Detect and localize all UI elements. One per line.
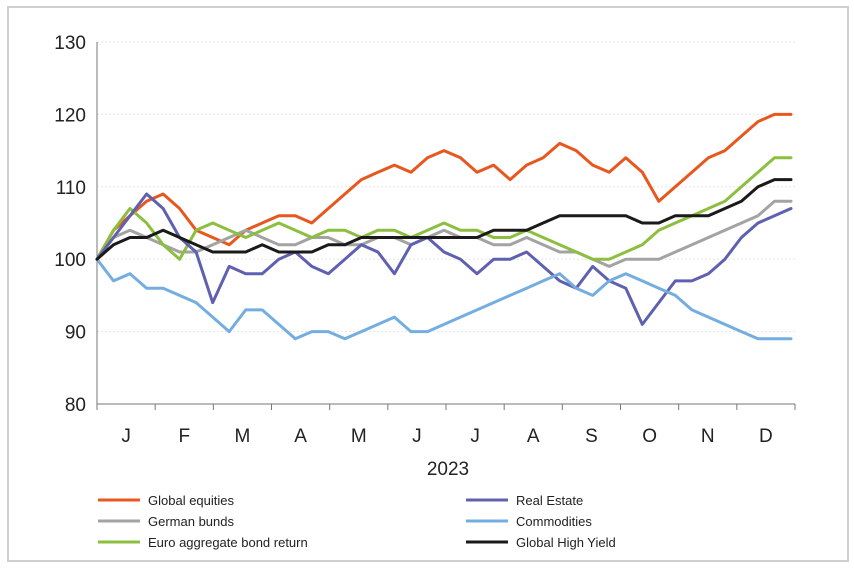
x-tick-label: J [412, 426, 422, 447]
x-axis-label: 2023 [427, 459, 469, 480]
x-tick-label: A [294, 426, 307, 447]
legend-label-euro-aggregate-bond-return: Euro aggregate bond return [148, 535, 308, 550]
legend-label-real-estate: Real Estate [516, 493, 583, 508]
y-tick-label: 100 [54, 250, 86, 271]
chart-frame [7, 6, 849, 562]
y-tick-label: 110 [56, 178, 86, 199]
series-line-real-estate [95, 192, 793, 326]
x-tick-label: M [235, 426, 251, 447]
legend-label-global-equities: Global equities [148, 493, 234, 508]
legend-label-german-bunds: German bunds [148, 514, 234, 529]
series-line-global-equities [95, 112, 793, 261]
x-tick-label: J [121, 426, 131, 447]
x-tick-label: F [178, 426, 190, 447]
y-tick-label: 130 [54, 33, 86, 54]
y-tick-label: 120 [54, 105, 86, 126]
y-tick-label: 90 [65, 323, 86, 344]
x-tick-label: N [701, 426, 715, 447]
series-line-global-high-yield [95, 178, 793, 261]
x-tick-label: A [527, 426, 540, 447]
x-tick-label: S [585, 426, 598, 447]
legend-label-global-high-yield: Global High Yield [516, 535, 616, 550]
x-tick-label: J [470, 426, 480, 447]
series-line-commodities [95, 257, 793, 341]
x-tick-label: D [759, 426, 773, 447]
legend-label-commodities: Commodities [516, 514, 592, 529]
x-tick-label: M [351, 426, 367, 447]
series-line-euro-aggregate-bond-return [95, 156, 793, 261]
x-tick-label: O [642, 426, 657, 447]
y-tick-label: 80 [65, 395, 86, 416]
series-line-german-bunds [95, 199, 793, 268]
